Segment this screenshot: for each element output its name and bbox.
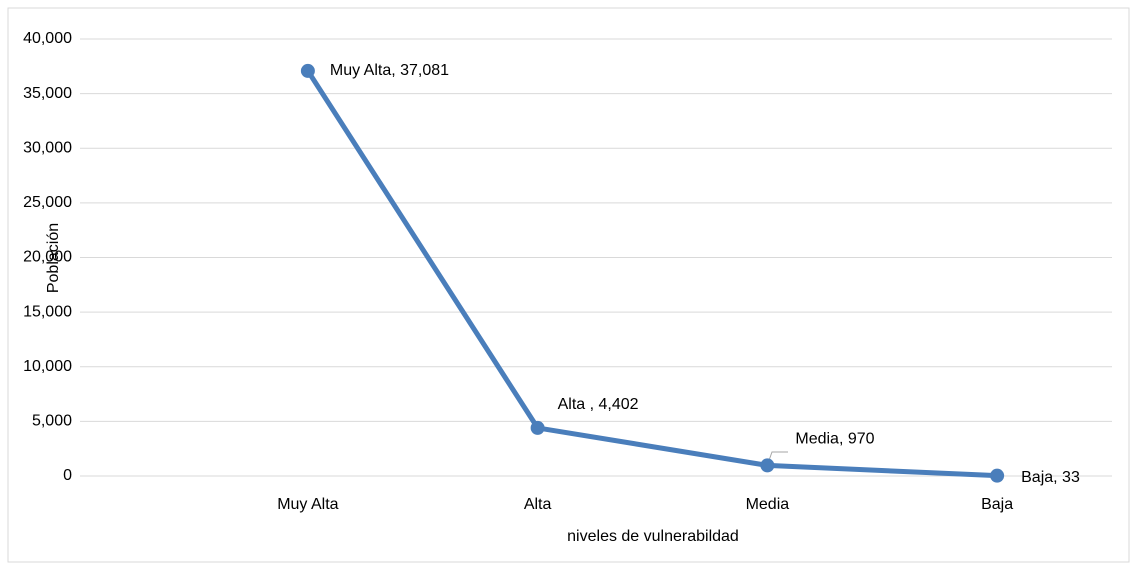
point [300,63,315,78]
data-label: Alta , 4,402 [558,396,639,413]
x-tick-label: Muy Alta [277,496,338,513]
data-label: Media, 970 [795,431,874,448]
point [760,458,775,473]
y-tick-label: 25,000 [23,194,72,211]
x-tick-label: Alta [524,496,552,513]
y-axis-title: Población [45,223,62,293]
x-tick-label: Media [746,496,790,513]
y-tick-label: 5,000 [32,413,72,430]
point [530,420,545,435]
x-tick-label: Baja [981,496,1013,513]
y-tick-label: 20,000 [23,249,72,266]
point [990,468,1005,483]
y-tick-label: 10,000 [23,358,72,375]
y-tick-label: 0 [63,467,72,484]
data-label: Muy Alta, 37,081 [330,62,449,79]
y-tick-label: 40,000 [23,30,72,47]
y-tick-label: 35,000 [23,85,72,102]
data-label: Baja, 33 [1021,469,1080,486]
y-tick-label: 15,000 [23,303,72,320]
x-axis-title: niveles de vulnerabildad [567,528,739,545]
y-tick-label: 30,000 [23,139,72,156]
line [305,69,998,479]
chart-border [7,7,1130,563]
